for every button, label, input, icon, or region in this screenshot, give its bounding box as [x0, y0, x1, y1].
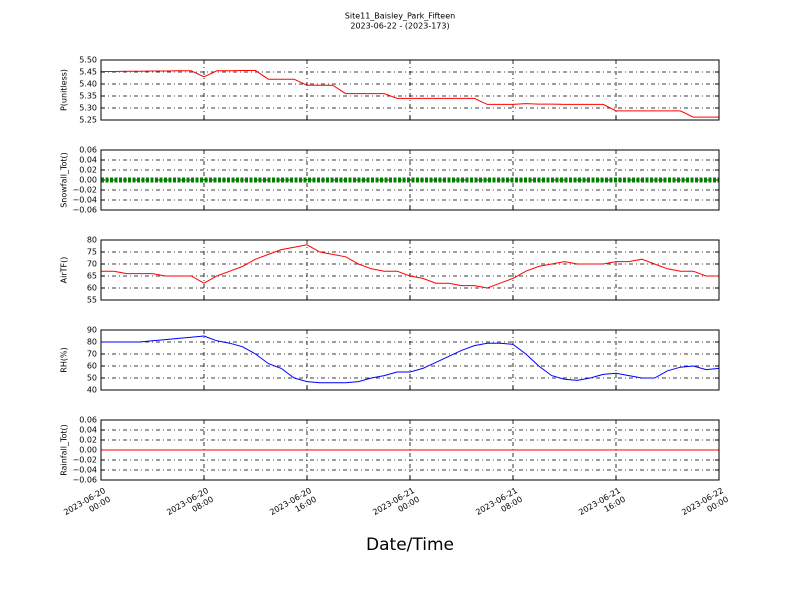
- data-line: [101, 70, 719, 118]
- y-tick-label: 90: [87, 326, 97, 335]
- y-axis-label: RH(%): [60, 347, 69, 372]
- y-tick-label: 0.06: [79, 146, 97, 155]
- y-axis-label: AirTF(): [60, 257, 69, 284]
- data-line: [101, 244, 719, 289]
- y-tick-label: 75: [87, 248, 97, 257]
- y-tick-label: −0.04: [72, 196, 97, 205]
- y-tick-label: 0.06: [79, 416, 97, 425]
- y-tick-label: −0.04: [72, 466, 97, 475]
- y-tick-label: 80: [87, 236, 97, 245]
- y-axis-label: Rainfall_Tot(): [60, 424, 69, 476]
- y-tick-label: −0.06: [72, 476, 97, 485]
- y-tick-label: 40: [87, 386, 97, 395]
- plot-frame: [100, 419, 720, 481]
- y-tick-label: 55: [87, 296, 97, 305]
- y-tick-label: 70: [87, 350, 97, 359]
- y-axis-label: P(unitless): [60, 69, 69, 111]
- y-tick-label: −0.02: [72, 186, 97, 195]
- chart-subtitle: 2023-06-22 - (2023-173): [350, 22, 449, 31]
- y-tick-label: −0.02: [72, 456, 97, 465]
- plot-frame: [100, 329, 720, 391]
- data-line: [101, 335, 720, 384]
- y-tick-label: 0.02: [79, 436, 97, 445]
- y-tick-label: 0.04: [79, 156, 97, 165]
- y-tick-label: 5.40: [79, 80, 97, 89]
- y-tick-label: 0.00: [79, 446, 97, 455]
- y-tick-label: 70: [87, 260, 97, 269]
- y-tick-label: 60: [87, 362, 97, 371]
- y-tick-label: −0.06: [72, 206, 97, 215]
- y-tick-label: 60: [87, 284, 97, 293]
- y-tick-label: 80: [87, 338, 97, 347]
- y-tick-label: 0.02: [79, 166, 97, 175]
- y-tick-label: 5.25: [79, 116, 97, 125]
- y-tick-label: 5.35: [79, 92, 97, 101]
- y-tick-label: 50: [87, 374, 97, 383]
- y-tick-label: 5.50: [79, 56, 97, 65]
- x-axis-label: Date/Time: [366, 535, 454, 555]
- y-tick-label: 0.04: [79, 426, 97, 435]
- y-tick-label: 5.30: [79, 104, 97, 113]
- plot-frame: [100, 239, 720, 301]
- y-tick-label: 65: [87, 272, 97, 281]
- plot-frame: [100, 59, 720, 121]
- plot-frame: [100, 149, 720, 211]
- y-tick-label: 5.45: [79, 68, 97, 77]
- chart-title: Site11_Baisley_Park_Fifteen: [345, 12, 455, 21]
- y-axis-label: Snowfall_Tot(): [60, 152, 69, 208]
- y-tick-label: 0.00: [79, 176, 97, 185]
